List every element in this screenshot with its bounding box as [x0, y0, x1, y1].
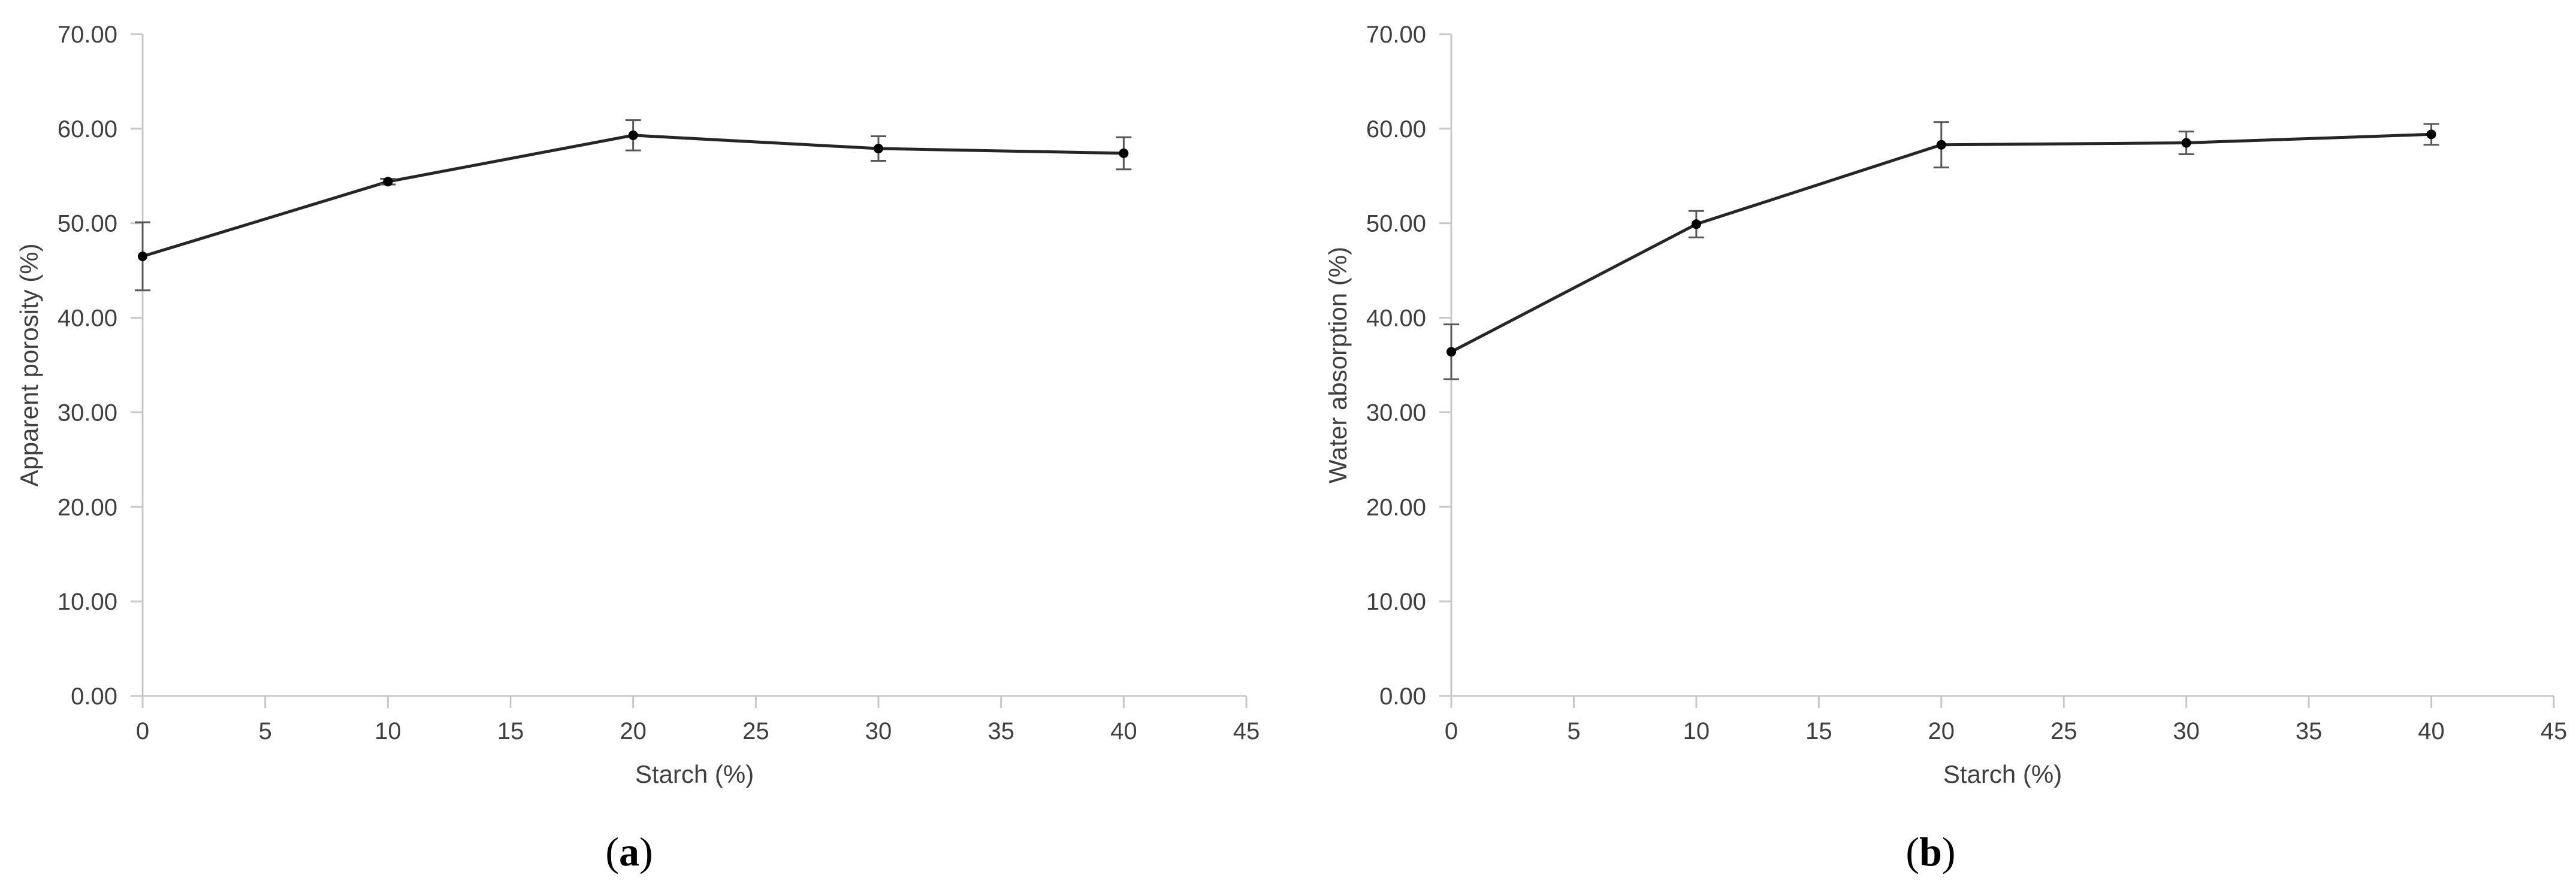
x-tick-label: 45	[1233, 718, 1260, 744]
x-tick-label: 20	[620, 718, 647, 744]
y-tick-label: 60.00	[58, 116, 117, 143]
panel-label-close: )	[1942, 829, 1956, 874]
x-tick-label: 40	[2418, 718, 2445, 744]
y-tick-label: 40.00	[58, 305, 117, 332]
data-point	[1936, 140, 1946, 150]
panel-label-open: (	[1905, 829, 1919, 874]
x-tick-label: 40	[1110, 718, 1137, 744]
data-point	[2181, 138, 2191, 148]
x-tick-label: 25	[2050, 718, 2077, 744]
x-tick-label: 0	[136, 718, 149, 744]
panel-label-open: (	[605, 829, 619, 874]
x-tick-label: 45	[2541, 718, 2568, 744]
y-tick-label: 0.00	[71, 683, 117, 710]
y-tick-label: 30.00	[58, 399, 117, 426]
x-tick-label: 30	[865, 718, 892, 744]
y-tick-label: 10.00	[1366, 589, 1426, 615]
chart-panel-a: 0 5 10 15 20 25 30 35 40 45 0.00 10.00 20.00 30.00 40.…	[15, 22, 1260, 874]
y-tick-label: 70.00	[1366, 22, 1426, 48]
chart-panel-b: 0 5 10 15 20 25 30 35 40 45 0.00 10.00 20.00 30.00 40.…	[1324, 22, 2567, 874]
data-point	[874, 144, 883, 154]
data-point	[1119, 148, 1129, 158]
data-point	[138, 251, 147, 261]
y-tick-label: 30.00	[1366, 399, 1426, 426]
panel-label-close: )	[639, 829, 653, 874]
data-point	[628, 130, 638, 140]
x-tick-label: 10	[1683, 718, 1710, 744]
x-tick-label: 5	[1567, 718, 1580, 744]
data-point	[2426, 129, 2436, 140]
x-tick-label: 5	[259, 718, 272, 744]
x-tick-label: 35	[2296, 718, 2323, 744]
x-axis-title: Starch (%)	[1943, 760, 2062, 788]
panel-label: (b)	[1905, 829, 1955, 874]
panel-label-letter: b	[1919, 829, 1942, 874]
y-tick-label: 10.00	[58, 589, 117, 615]
y-tick-label: 40.00	[1366, 305, 1426, 332]
data-point	[1446, 347, 1456, 357]
data-point	[1691, 219, 1701, 229]
x-tick-label: 15	[1805, 718, 1832, 744]
x-tick-label: 30	[2173, 718, 2200, 744]
x-tick-label: 10	[375, 718, 401, 744]
x-tick-label: 15	[497, 718, 524, 744]
y-tick-label: 50.00	[58, 211, 117, 237]
x-axis-title: Starch (%)	[635, 760, 754, 788]
y-tick-label: 0.00	[1379, 683, 1426, 710]
panel-label-letter: a	[619, 829, 639, 874]
y-axis-title: Water absorption (%)	[1324, 247, 1352, 483]
panel-label: (a)	[605, 829, 653, 874]
y-tick-label: 60.00	[1366, 116, 1426, 143]
y-tick-label: 70.00	[58, 22, 117, 48]
y-tick-label: 20.00	[58, 494, 117, 520]
series-line	[142, 134, 1124, 258]
y-tick-label: 20.00	[1366, 494, 1426, 520]
x-tick-label: 25	[742, 718, 769, 744]
x-tick-label: 35	[987, 718, 1014, 744]
y-tick-label: 50.00	[1366, 211, 1426, 237]
data-point	[383, 177, 393, 187]
x-tick-label: 20	[1928, 718, 1955, 744]
y-axis-title: Apparent porosity (%)	[15, 243, 43, 486]
x-tick-label: 0	[1445, 718, 1458, 744]
